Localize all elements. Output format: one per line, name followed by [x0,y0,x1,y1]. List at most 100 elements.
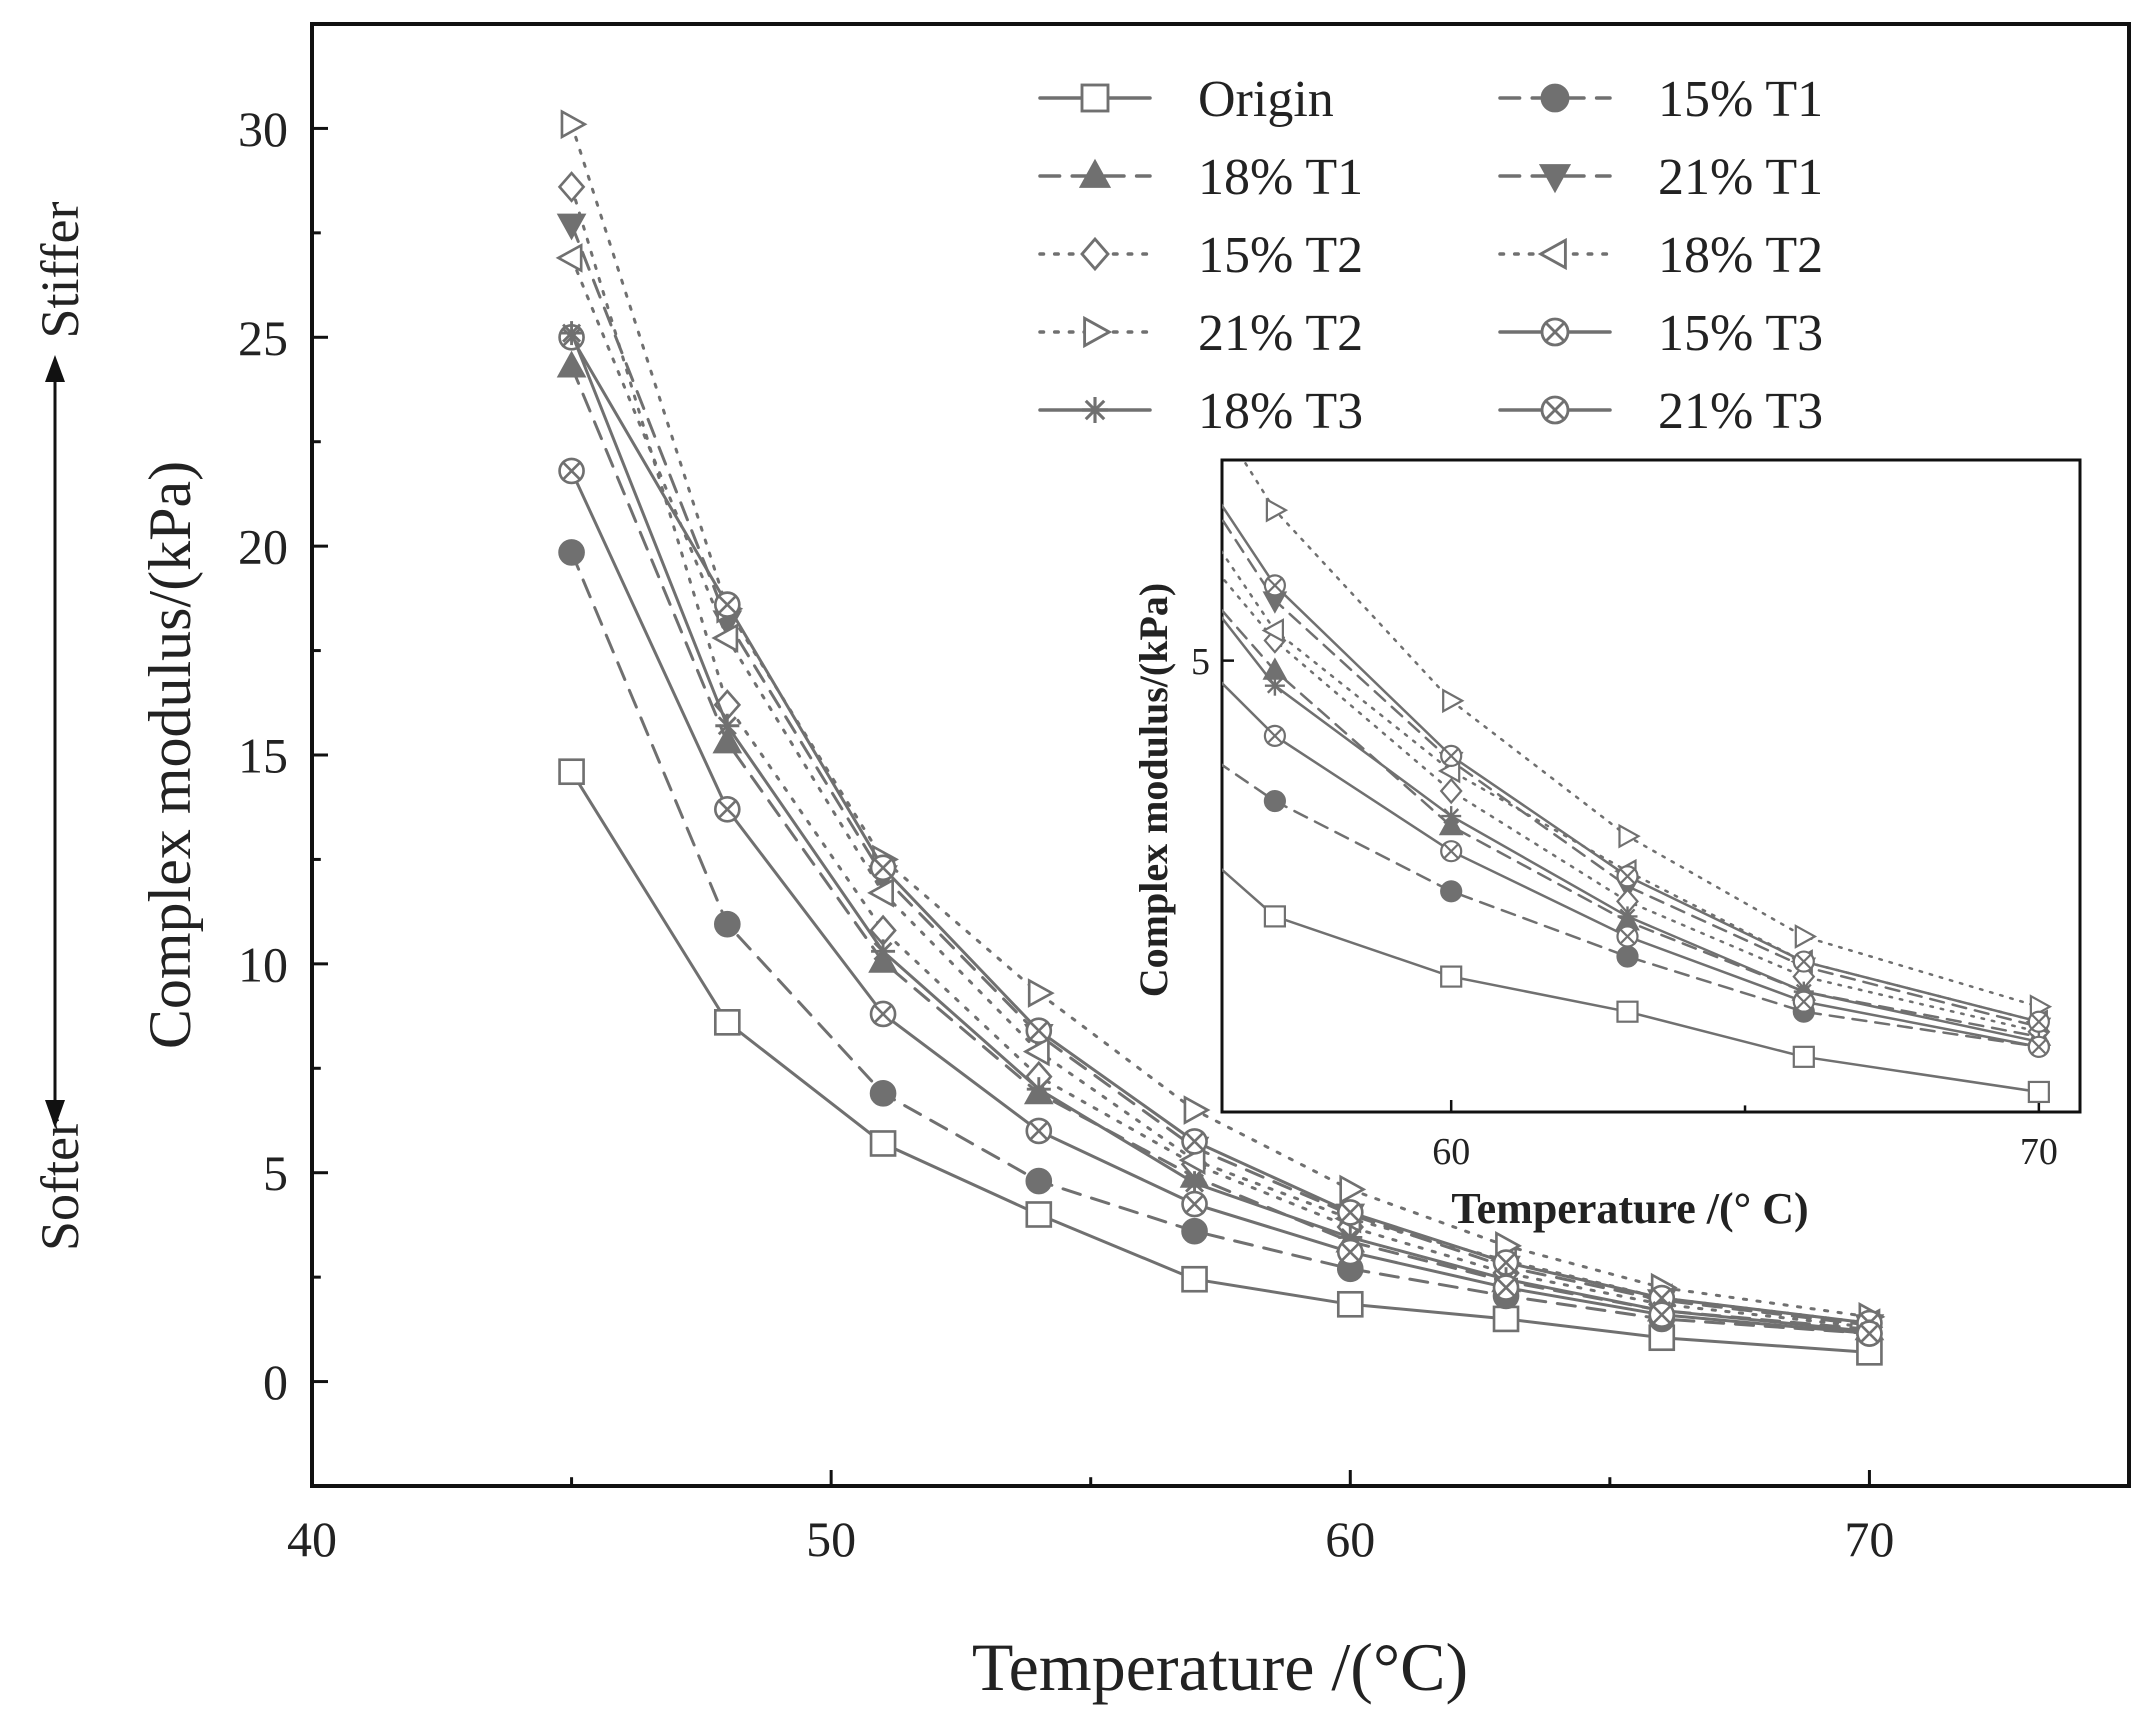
data-point [869,854,897,882]
data-point [1339,1174,1367,1205]
legend-label: 21% T1 [1658,149,1823,206]
data-point [713,910,741,938]
data-point [1181,1190,1208,1218]
data-point [715,713,740,738]
legend-marker [1080,236,1110,272]
data-point [1856,1320,1883,1347]
inset-data-point [1792,990,1815,1013]
inset-plot-frame [1220,458,2082,1114]
legend-item-18pct-t2: 18% T2 [1498,227,1823,284]
stiffness-annotation: Stiffer Softer [30,201,90,1250]
legend-item-18pct-t1: 18% T1 [1038,149,1363,206]
legend-item-21pct-t2: 21% T2 [1038,305,1363,362]
stiffer-label: Stiffer [30,201,90,338]
data-point [711,623,739,653]
softer-label: Softer [30,1119,90,1251]
inset-data-point [2027,1010,2050,1033]
data-point [871,939,896,964]
y-tick-label: 10 [238,936,288,992]
x-tick-label: 40 [287,1511,337,1567]
data-point [1027,978,1055,1008]
inset-data-point [1616,945,1639,968]
data-point [1492,1249,1520,1276]
legend-marker [1083,315,1113,349]
legend-item-15pct-t3: 15% T3 [1498,305,1823,362]
inset-y-tick-label: 5 [1191,641,1210,683]
x-axis-label: Temperature /(°C) [972,1629,1468,1705]
y-tick-label: 15 [238,728,288,784]
inset-data-point [1263,905,1286,928]
data-point [869,1080,897,1107]
data-point [1336,1238,1364,1266]
inset-data-point [1441,806,1462,827]
down-arrowhead-icon [45,1100,65,1128]
inset-data-point [1263,724,1286,747]
inset-data-point [1617,906,1638,927]
legend-label: 15% T2 [1198,227,1363,284]
y-tick-label: 25 [238,310,288,366]
legend-marker [1080,83,1110,113]
inset-data-point [1265,497,1289,523]
inset-series-21pct-t2 [1241,460,2053,1020]
main-axis-ticks: 40 50 60 70 0 5 10 15 20 25 30 [238,101,1894,1567]
up-arrowhead-icon [45,355,65,382]
data-point [867,878,894,908]
series-21pct-t3 [558,457,1883,1347]
data-point [1336,1199,1364,1226]
data-point [556,350,587,378]
inset-data-point [1616,925,1639,948]
data-point [558,457,585,485]
legend-item-15pct-t1: 15% T1 [1498,71,1823,128]
inset-y-axis-label: Complex modulus/(kPa) [1131,583,1176,998]
inset-x-axis-label: Temperature /(° C) [1451,1184,1808,1233]
inset-data-point [1263,789,1286,813]
data-point [1026,1077,1051,1102]
data-point [555,243,583,273]
x-tick-label: 70 [1844,1511,1894,1567]
inset-data-point [1792,1045,1815,1068]
inset-data-point [1261,618,1284,643]
data-point [1492,1305,1520,1333]
inset-data-point [1264,675,1285,696]
legend-marker [1538,164,1572,194]
data-point [558,758,585,786]
y-tick-label: 30 [238,101,288,157]
x-tick-label: 60 [1325,1511,1375,1567]
data-point [1181,1128,1208,1155]
inset-data-point [2027,1080,2050,1104]
legend-marker [1078,158,1112,188]
series-line-15pct-t2 [570,185,1871,1329]
legend-label: 15% T3 [1658,305,1823,362]
inset-series-origin [1222,868,2050,1104]
legend-label: 18% T1 [1198,149,1363,206]
inset-data-point [1792,950,1815,973]
y-tick-label: 0 [263,1354,288,1410]
legend-label: 21% T2 [1198,305,1363,362]
data-point [558,539,585,566]
data-point [713,591,741,618]
inset-x-tick-label: 70 [2020,1131,2058,1173]
legend-label: Origin [1198,71,1334,128]
y-axis-label: Complex modulus/(kPa) [137,461,203,1049]
data-point [557,171,586,203]
data-point [1181,1217,1208,1245]
legend-label: 18% T3 [1198,383,1363,440]
inset-data-point [1618,823,1641,849]
inset-data-point [2027,1035,2050,1058]
data-point [1022,1036,1050,1067]
main-series-group [555,109,1886,1366]
inset-series-21pct-t3 [1222,681,2050,1058]
data-point [713,1009,741,1036]
inset-axis-ticks: 60 70 5 [1191,641,2058,1173]
inset-data-point [1440,744,1463,768]
data-point [1492,1274,1520,1301]
data-point [869,1130,897,1157]
data-point [1025,1201,1053,1228]
legend: Origin 15% T1 18% T1 21% T1 15% T2 18% T2 21% … [1038,71,1823,440]
legend-marker [1082,397,1108,423]
legend-marker [1540,395,1570,425]
inset-data-point [1263,574,1286,597]
inset-series-15pct-t3 [1222,503,2050,1033]
legend-item-15pct-t2: 15% T2 [1038,227,1363,284]
inset-data-point [1439,777,1463,805]
